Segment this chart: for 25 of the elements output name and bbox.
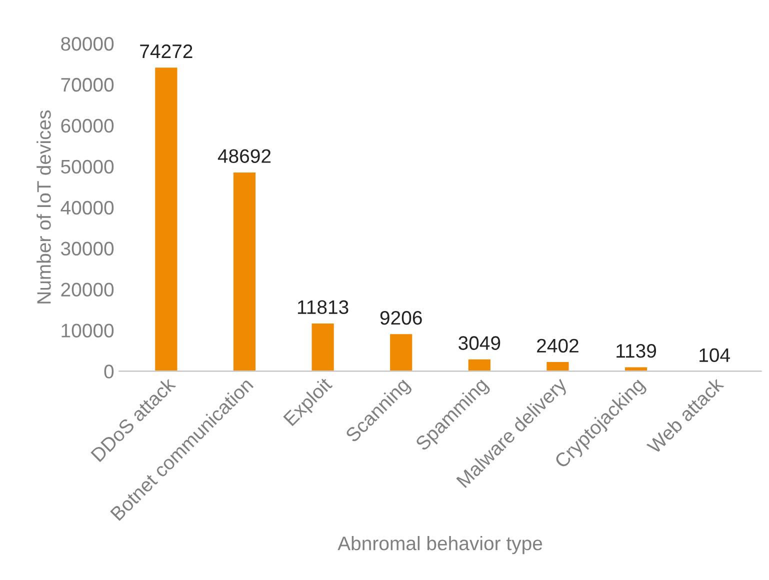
data-label: 48692 (218, 149, 271, 163)
y-tick-label: 30000 (61, 242, 114, 256)
y-tick-label: 40000 (60, 200, 114, 215)
bar (545, 360, 570, 372)
y-tick-label: 60000 (61, 118, 114, 133)
y-axis-title: Number of IoT devices (36, 110, 51, 304)
bar (388, 332, 414, 372)
bar (154, 66, 179, 372)
data-label: 74272 (140, 44, 192, 58)
data-label: 9206 (380, 310, 422, 325)
y-tick-label: 10000 (62, 324, 114, 338)
data-label: 3049 (458, 336, 500, 350)
data-label: 104 (700, 348, 730, 362)
bar (232, 171, 257, 372)
bar (466, 358, 492, 372)
y-tick-label: 80000 (61, 36, 114, 51)
data-label: 11813 (298, 300, 348, 314)
y-tick-label: 70000 (61, 78, 114, 92)
y-tick-label: 20000 (61, 282, 114, 297)
data-label: 1139 (616, 344, 656, 358)
x-axis-title: Abnromal behavior type (338, 536, 542, 554)
y-tick-label: 0 (104, 364, 114, 378)
bar (310, 322, 336, 372)
data-label: 2402 (537, 338, 578, 353)
y-tick-label: 50000 (61, 160, 114, 174)
